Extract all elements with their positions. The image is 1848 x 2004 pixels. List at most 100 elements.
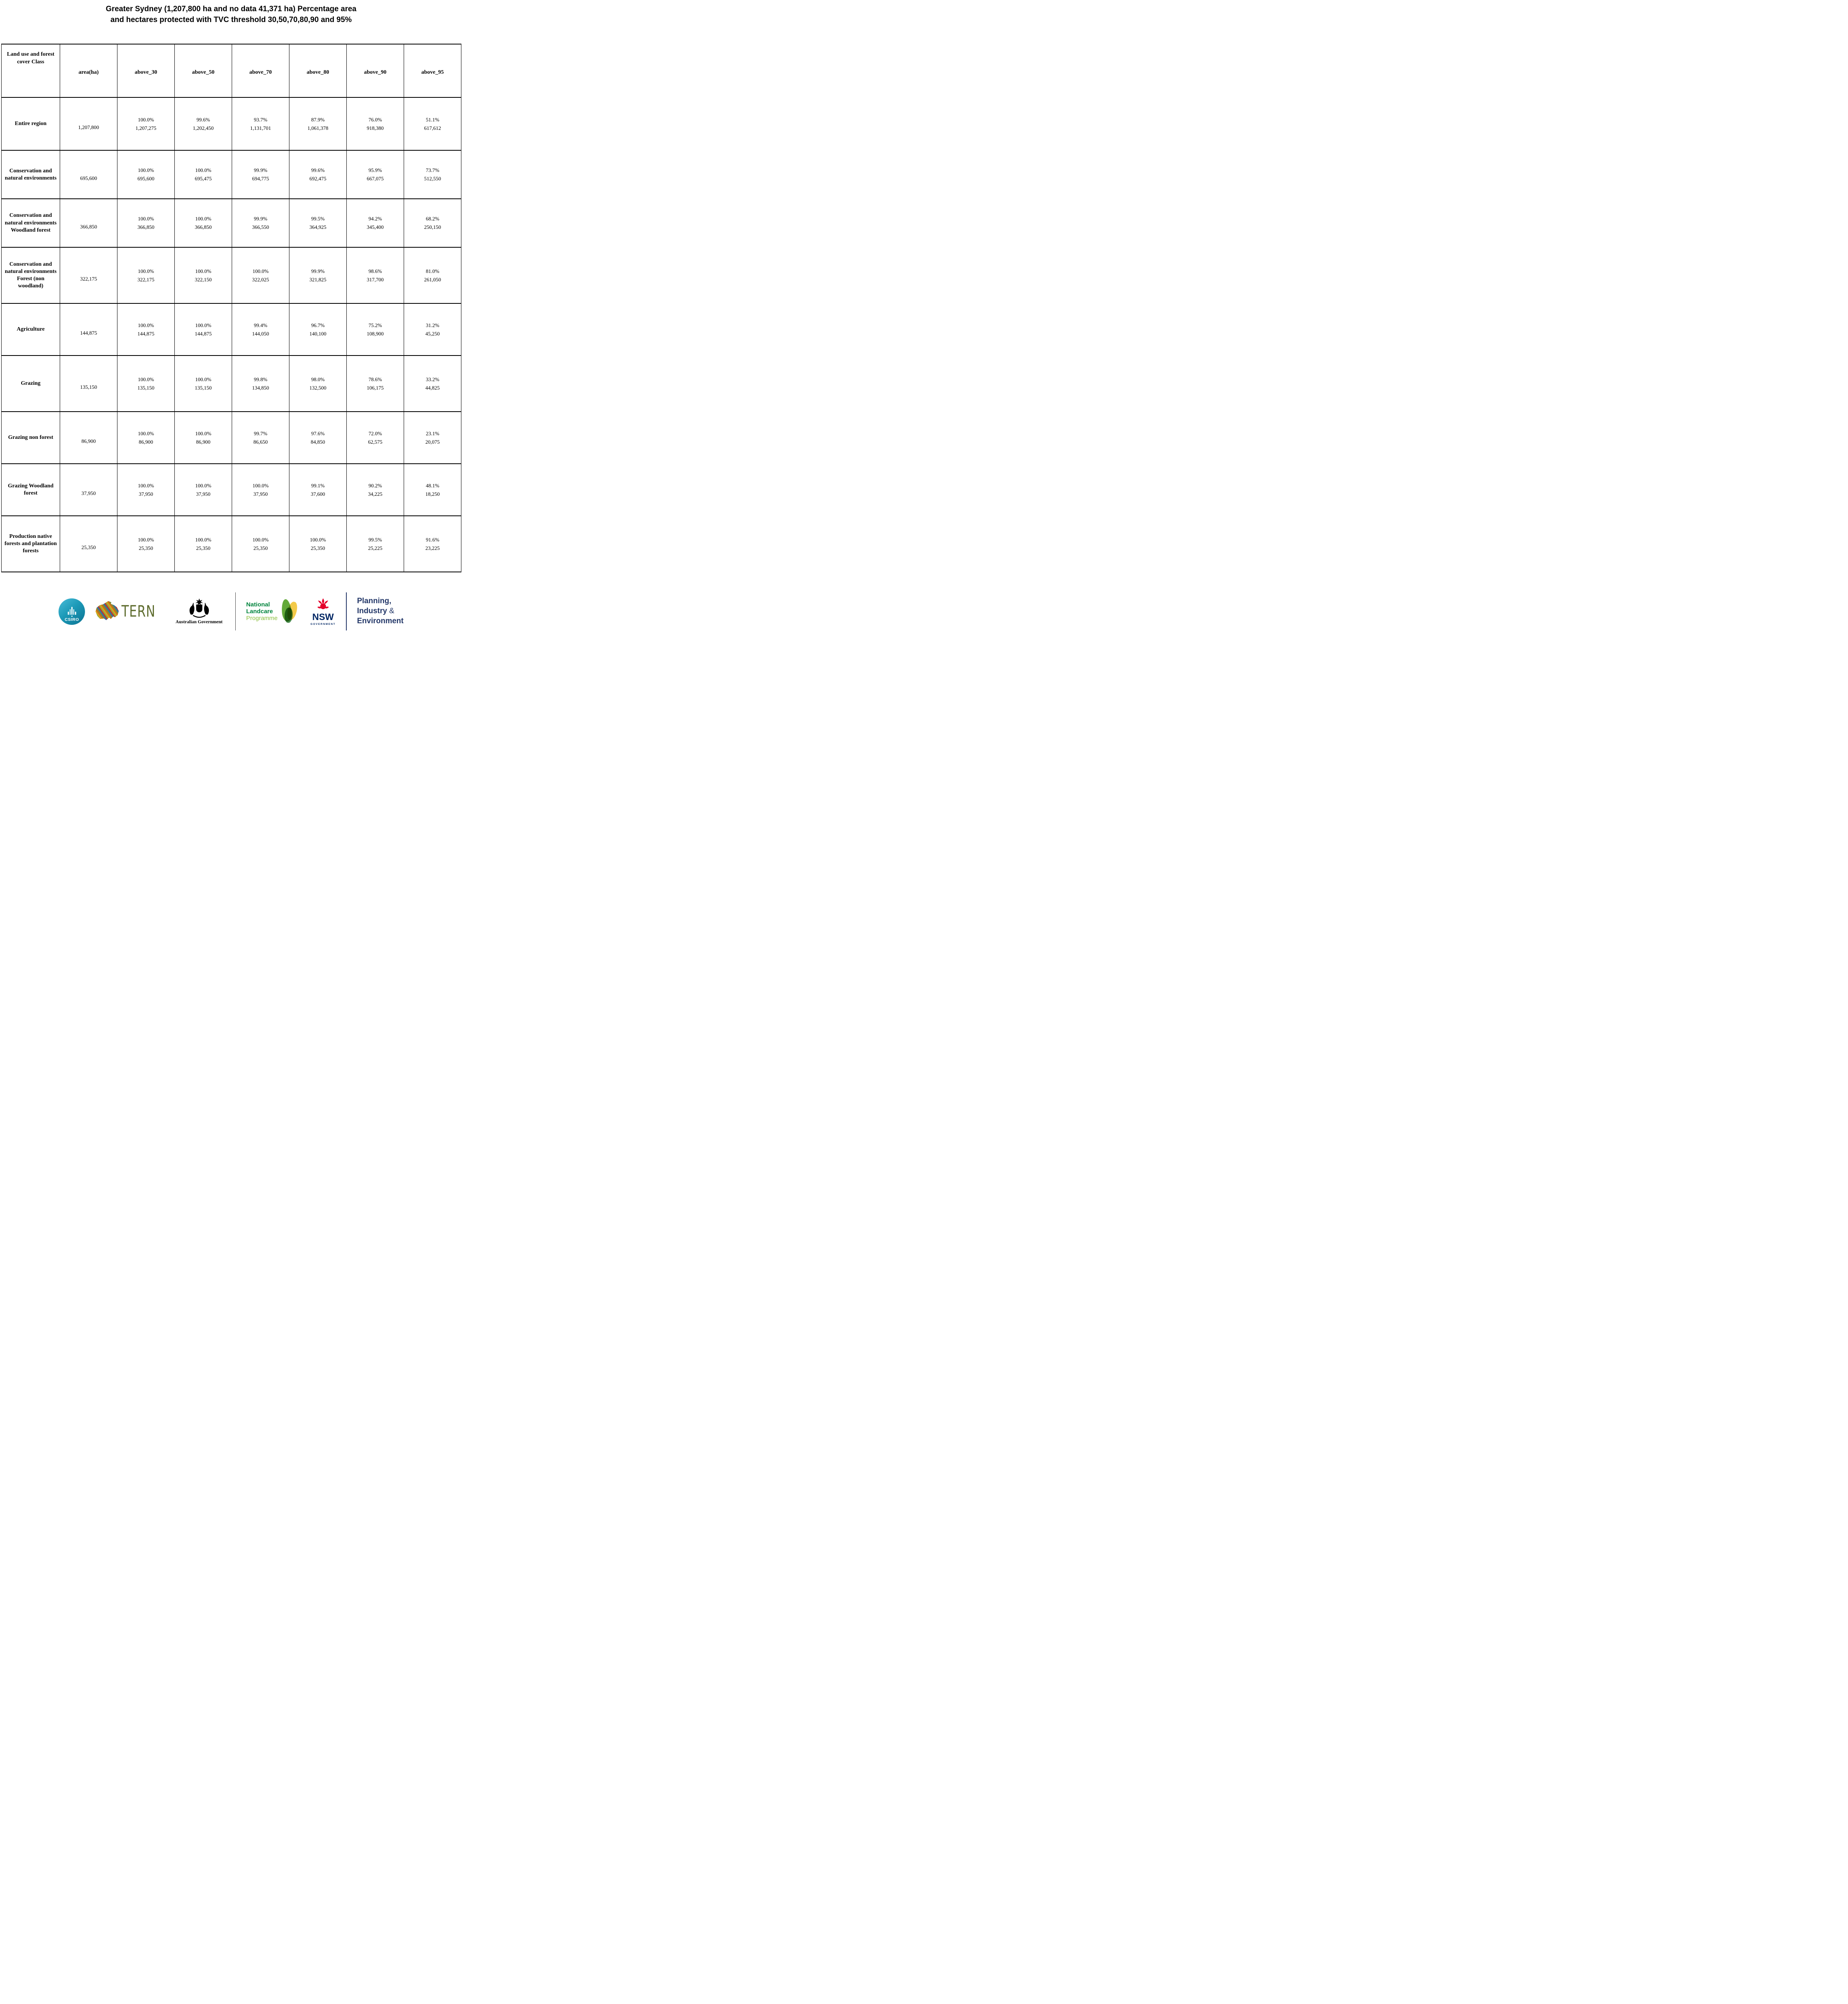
row-value-cell-above-70: 99.9% 694,775	[232, 150, 289, 200]
hectares-value: 135,150	[137, 384, 155, 391]
row-value-cell-above-90: 76.0% 918,380	[346, 97, 404, 151]
percent-value: 100.0%	[195, 376, 212, 382]
hectares-value: 364,925	[309, 224, 327, 230]
footer-divider	[346, 592, 347, 630]
planning-industry-environment-logo: Planning, Industry & Environment	[357, 596, 404, 626]
partner-logos-footer: CSIRO TERN Australian Government Nationa…	[0, 592, 462, 630]
percent-value: 100.0%	[137, 482, 154, 489]
percent-value: 93.7%	[254, 116, 267, 123]
row-value-cell-above-30: 100.0% 37,950	[117, 463, 175, 517]
pie-line: Industry &	[357, 606, 404, 616]
row-class-cell: Conservation and natural environments Wo…	[1, 198, 60, 248]
row-value-cell-above-90: 99.5% 25,225	[346, 515, 404, 573]
row-value-cell-above-50: 100.0% 144,875	[174, 303, 232, 356]
header-above-30: above_30	[117, 44, 175, 98]
row-value-cell-above-80: 99.6% 692,475	[289, 150, 347, 200]
row-value-cell-above-50: 100.0% 25,350	[174, 515, 232, 573]
row-value-cell-above-90: 94.2% 345,400	[346, 198, 404, 248]
row-value-cell-above-30: 100.0% 695,600	[117, 150, 175, 200]
row-value-cell-above-30: 100.0% 366,850	[117, 198, 175, 248]
hectares-value: 366,850	[194, 224, 212, 230]
percent-value: 100.0%	[195, 268, 212, 274]
hectares-value: 86,650	[253, 438, 268, 445]
hectares-value: 1,207,275	[135, 125, 156, 131]
australian-government-crest-icon	[189, 598, 209, 618]
row-value-cell-above-70: 99.7% 86,650	[232, 411, 289, 465]
row-value-cell-above-95: 91.6% 23,225	[404, 515, 461, 573]
row-area-cell: 1,207,800	[60, 97, 117, 151]
row-value-cell-above-80: 96.7% 140,100	[289, 303, 347, 356]
row-area-cell: 322,175	[60, 247, 117, 304]
hectares-value: 62,575	[368, 438, 382, 445]
header-above-80: above_80	[289, 44, 347, 98]
waratah-icon	[317, 598, 329, 609]
hectares-value: 692,475	[309, 176, 327, 182]
percent-value: 100.0%	[137, 268, 154, 274]
percent-value: 48.1%	[426, 482, 439, 489]
hectares-value: 106,175	[366, 384, 384, 391]
hectares-value: 140,100	[309, 330, 327, 337]
row-value-cell-above-80: 97.6% 84,850	[289, 411, 347, 465]
tern-logo: TERN	[95, 601, 163, 622]
row-value-cell-above-90: 95.9% 667,075	[346, 150, 404, 200]
row-class-cell: Grazing	[1, 355, 60, 412]
row-area-cell: 144,875	[60, 303, 117, 356]
hectares-value: 37,950	[253, 491, 268, 497]
percent-value: 99.6%	[311, 167, 325, 174]
percent-value: 99.4%	[254, 322, 267, 328]
percent-value: 100.0%	[195, 167, 212, 174]
percent-value: 100.0%	[195, 482, 212, 489]
row-value-cell-above-70: 100.0% 37,950	[232, 463, 289, 517]
hectares-value: 322,150	[194, 276, 212, 283]
percent-value: 97.6%	[311, 430, 325, 436]
hectares-value: 37,950	[196, 491, 210, 497]
row-value-cell-above-50: 100.0% 366,850	[174, 198, 232, 248]
percent-value: 90.2%	[368, 482, 382, 489]
row-class-cell: Conservation and natural environments	[1, 150, 60, 200]
row-value-cell-above-95: 48.1% 18,250	[404, 463, 461, 517]
table-row: Conservation and natural environments Fo…	[1, 247, 461, 304]
hectares-value: 134,850	[252, 384, 269, 391]
percent-value: 23.1%	[426, 430, 439, 436]
percent-value: 99.9%	[254, 216, 267, 222]
hectares-value: 144,875	[137, 330, 155, 337]
hectares-value: 108,900	[366, 330, 384, 337]
percent-value: 95.9%	[368, 167, 382, 174]
percent-value: 33.2%	[426, 376, 439, 382]
row-value-cell-above-70: 93.7% 1,131,701	[232, 97, 289, 151]
hectares-value: 694,775	[252, 176, 269, 182]
row-class-cell: Conservation and natural environments Fo…	[1, 247, 60, 304]
percent-value: 100.0%	[252, 482, 269, 489]
percent-value: 99.9%	[311, 268, 325, 274]
row-value-cell-above-80: 100.0% 25,350	[289, 515, 347, 573]
percent-value: 68.2%	[426, 216, 439, 222]
percent-value: 100.0%	[137, 376, 154, 382]
percent-value: 73.7%	[426, 167, 439, 174]
row-class-cell: Grazing non forest	[1, 411, 60, 465]
percent-value: 100.0%	[137, 536, 154, 543]
percent-value: 100.0%	[195, 430, 212, 436]
row-value-cell-above-80: 99.5% 364,925	[289, 198, 347, 248]
header-area: area(ha)	[60, 44, 117, 98]
row-value-cell-above-90: 72.0% 62,575	[346, 411, 404, 465]
hectares-value: 25,350	[196, 545, 210, 551]
australia-map-icon	[95, 601, 119, 620]
footer-divider	[235, 592, 236, 630]
hectares-value: 366,850	[137, 224, 155, 230]
ampersand: &	[389, 607, 394, 616]
percent-value: 31.2%	[426, 322, 439, 328]
percent-value: 99.5%	[311, 216, 325, 222]
table-row: Conservation and natural environments Wo…	[1, 198, 461, 248]
hectares-value: 20,075	[425, 438, 440, 445]
page-title-line2: and hectares protected with TVC threshol…	[110, 15, 352, 24]
row-value-cell-above-50: 99.6% 1,202,450	[174, 97, 232, 151]
percent-value: 51.1%	[426, 116, 439, 123]
hectares-value: 25,225	[368, 545, 382, 551]
table-row: Production native forests and plantation…	[1, 515, 461, 573]
percent-value: 75.2%	[368, 322, 382, 328]
row-value-cell-above-30: 100.0% 144,875	[117, 303, 175, 356]
row-area-cell: 37,950	[60, 463, 117, 517]
row-value-cell-above-95: 68.2% 250,150	[404, 198, 461, 248]
hectares-value: 345,400	[366, 224, 384, 230]
row-class-cell: Production native forests and plantation…	[1, 515, 60, 573]
